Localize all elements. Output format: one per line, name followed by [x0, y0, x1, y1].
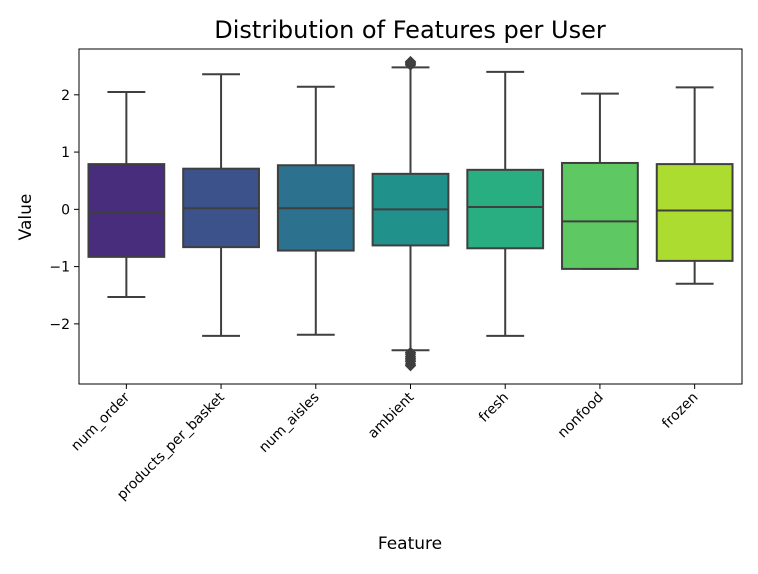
y-tick-label: 1: [61, 145, 70, 161]
box-num_order: [87, 163, 166, 258]
y-tick-label: −2: [49, 317, 70, 333]
outlier-point: [404, 359, 417, 372]
x-axis-label: Feature: [378, 534, 442, 554]
y-tick-label: 0: [61, 202, 70, 218]
outlier-point: [404, 55, 417, 68]
box-frozen: [655, 163, 734, 262]
y-tick-label: −1: [49, 260, 70, 276]
box-nonfood: [561, 161, 639, 270]
y-tick-label: 2: [61, 88, 70, 104]
y-axis-label: Value: [16, 194, 36, 241]
box-fresh: [466, 168, 545, 250]
chart-title: Distribution of Features per User: [214, 16, 606, 44]
